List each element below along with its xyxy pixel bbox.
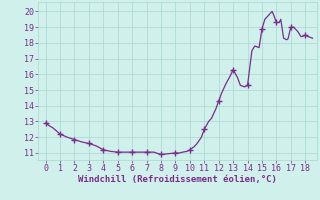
X-axis label: Windchill (Refroidissement éolien,°C): Windchill (Refroidissement éolien,°C): [78, 175, 277, 184]
